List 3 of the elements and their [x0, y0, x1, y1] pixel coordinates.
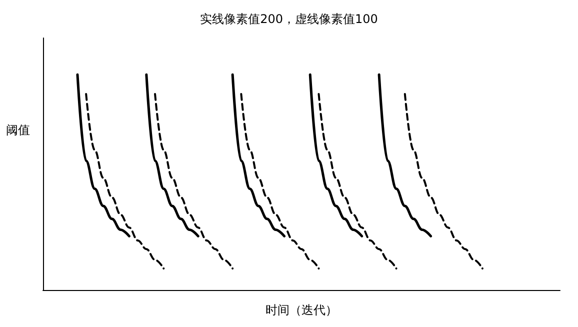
y-axis-title: 阈值: [6, 123, 30, 137]
chart-title: 实线像素值200，虚线像素值100: [200, 12, 378, 26]
x-axis-title: 时间（迭代）: [266, 303, 338, 317]
